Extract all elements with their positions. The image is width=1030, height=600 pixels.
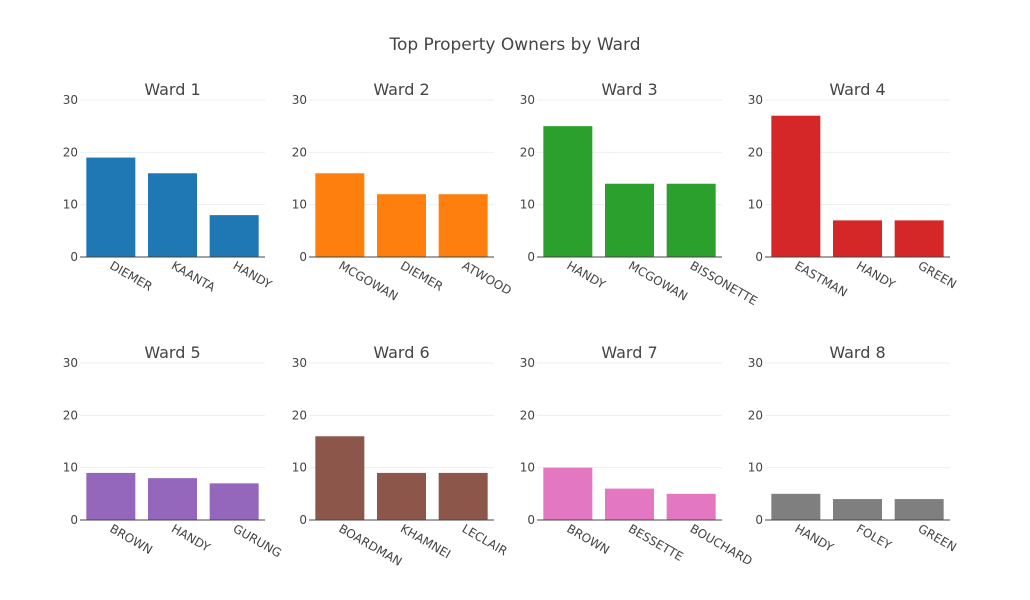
y-tick-label: 10 xyxy=(63,461,78,475)
y-tick-label: 0 xyxy=(299,513,307,527)
y-tick-label: 30 xyxy=(520,93,535,107)
panel-title: Ward 3 xyxy=(601,80,657,99)
bar xyxy=(605,488,654,520)
category-label: EASTMAN xyxy=(792,258,849,299)
category-label: KAANTA xyxy=(169,258,218,295)
y-tick-label: 30 xyxy=(63,93,78,107)
bar xyxy=(543,126,593,258)
category-label: HANDY xyxy=(564,258,608,292)
bar xyxy=(666,183,716,257)
category-label: MCGOWAN xyxy=(626,258,690,303)
bar xyxy=(315,173,365,257)
bar xyxy=(894,499,944,520)
category-label: LECLAIR xyxy=(460,521,510,558)
bar xyxy=(148,173,197,257)
category-label: BROWN xyxy=(564,521,612,557)
y-tick-label: 20 xyxy=(748,145,763,159)
y-tick-label: 0 xyxy=(70,250,78,264)
y-tick-label: 0 xyxy=(527,250,535,264)
panel-title: Ward 7 xyxy=(601,343,657,362)
category-label: FOLEY xyxy=(854,521,894,552)
bar xyxy=(771,493,821,520)
category-label: MCGOWAN xyxy=(336,258,400,303)
category-label: ATWOOD xyxy=(460,258,514,297)
y-tick-label: 30 xyxy=(520,356,535,370)
bar xyxy=(377,472,426,520)
y-tick-label: 10 xyxy=(748,198,763,212)
y-tick-label: 30 xyxy=(748,356,763,370)
bar xyxy=(894,220,944,257)
category-label: GURUNG xyxy=(231,521,284,560)
panel-title: Ward 5 xyxy=(144,343,200,362)
y-tick-label: 30 xyxy=(292,93,307,107)
category-label: DIEMER xyxy=(107,258,154,293)
y-tick-label: 0 xyxy=(70,513,78,527)
ward-panel: Ward 5 0 10 20 30 BROWN HANDY GURUNG xyxy=(63,343,284,560)
y-tick-label: 30 xyxy=(63,356,78,370)
bar xyxy=(833,220,882,257)
bar xyxy=(438,194,488,257)
ward-panel: Ward 7 0 10 20 30 BROWN BESSETTE BOUCHARD xyxy=(520,343,755,568)
category-label: HANDY xyxy=(169,521,213,555)
bar xyxy=(543,467,593,520)
ward-panel: Ward 4 0 10 20 30 EASTMAN HANDY GREEN xyxy=(748,80,959,300)
category-label: BOARDMAN xyxy=(336,521,404,568)
ward-panel: Ward 1 0 10 20 30 DIEMER KAANTA HANDY xyxy=(63,80,275,295)
category-label: DIEMER xyxy=(398,258,445,293)
bar xyxy=(771,115,821,257)
y-tick-label: 20 xyxy=(292,145,307,159)
y-tick-label: 10 xyxy=(520,198,535,212)
y-tick-label: 20 xyxy=(292,408,307,422)
panels-container: Ward 1 0 10 20 30 DIEMER KAANTA HANDY Ward 2 0 10 2… xyxy=(63,80,959,569)
y-tick-label: 10 xyxy=(520,461,535,475)
category-label: GREEN xyxy=(916,258,959,291)
bar xyxy=(438,472,488,520)
y-tick-label: 20 xyxy=(520,408,535,422)
category-label: BROWN xyxy=(107,521,155,557)
bar xyxy=(666,493,716,520)
y-tick-label: 30 xyxy=(748,93,763,107)
category-label: BISSONETTE xyxy=(688,258,760,308)
category-label: HANDY xyxy=(231,258,275,292)
y-tick-label: 20 xyxy=(748,408,763,422)
y-tick-label: 10 xyxy=(748,461,763,475)
y-tick-label: 10 xyxy=(63,198,78,212)
y-tick-label: 10 xyxy=(292,461,307,475)
bar xyxy=(209,483,259,520)
bar xyxy=(148,478,197,520)
y-tick-label: 10 xyxy=(292,198,307,212)
y-tick-label: 0 xyxy=(755,250,763,264)
y-tick-label: 20 xyxy=(63,145,78,159)
panel-title: Ward 6 xyxy=(373,343,429,362)
panel-title: Ward 1 xyxy=(144,80,200,99)
bar xyxy=(86,472,136,520)
y-tick-label: 0 xyxy=(527,513,535,527)
y-tick-label: 20 xyxy=(520,145,535,159)
category-label: BOUCHARD xyxy=(688,521,755,568)
y-tick-label: 0 xyxy=(755,513,763,527)
category-label: BESSETTE xyxy=(626,521,686,563)
category-label: GREEN xyxy=(916,521,959,554)
bar xyxy=(209,215,259,257)
category-label: KHAMNEI xyxy=(398,521,453,561)
bar xyxy=(377,194,426,257)
chart-title: Top Property Owners by Ward xyxy=(388,35,640,55)
y-tick-label: 0 xyxy=(299,250,307,264)
panel-title: Ward 4 xyxy=(829,80,885,99)
category-label: HANDY xyxy=(854,258,898,292)
bar xyxy=(605,183,654,257)
ward-panel: Ward 8 0 10 20 30 HANDY FOLEY GREEN xyxy=(748,343,959,555)
bar xyxy=(833,499,882,520)
bar xyxy=(86,157,136,257)
y-tick-label: 20 xyxy=(63,408,78,422)
panel-title: Ward 2 xyxy=(373,80,429,99)
y-tick-label: 30 xyxy=(292,356,307,370)
category-label: HANDY xyxy=(792,521,836,555)
panel-title: Ward 8 xyxy=(829,343,885,362)
bar xyxy=(315,436,365,520)
